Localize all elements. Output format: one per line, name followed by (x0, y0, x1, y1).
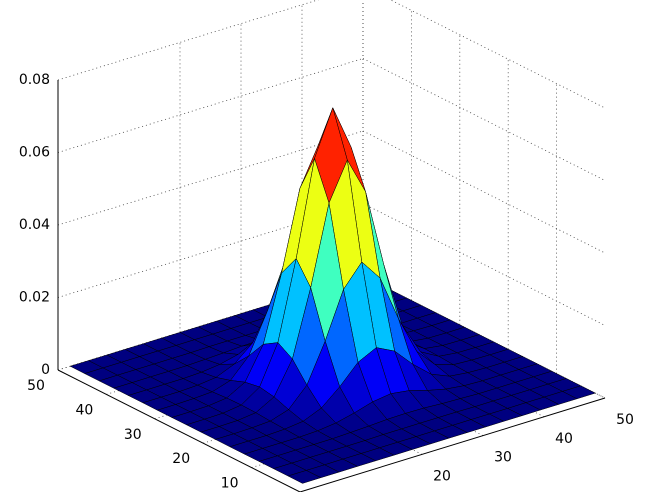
grid-line (362, 58, 606, 181)
x-tick-label: 40 (555, 431, 573, 447)
z-tick-label: 0.08 (19, 72, 50, 88)
grid-line (57, 58, 364, 153)
z-tick-label: 0 (41, 362, 50, 378)
z-tick-label: 0.06 (19, 145, 50, 161)
y-tick-label: 40 (75, 402, 93, 418)
x-tick-label: 50 (616, 412, 634, 428)
axis-line (57, 369, 301, 492)
y-tick-label: 30 (124, 427, 142, 443)
y-tick-label: 20 (172, 451, 190, 467)
grid-line (389, 0, 606, 109)
grid-line (362, 130, 606, 254)
z-tick-label: 0.02 (19, 290, 50, 306)
y-tick-label: 50 (27, 378, 45, 394)
x-tick-label: 20 (433, 468, 451, 484)
axis-line (299, 397, 606, 492)
z-tick-label: 0.04 (19, 217, 50, 233)
grid-line (57, 0, 319, 81)
x-tick-label: 30 (494, 450, 512, 466)
y-tick-label: 10 (221, 476, 239, 492)
surface-patch (287, 470, 322, 484)
